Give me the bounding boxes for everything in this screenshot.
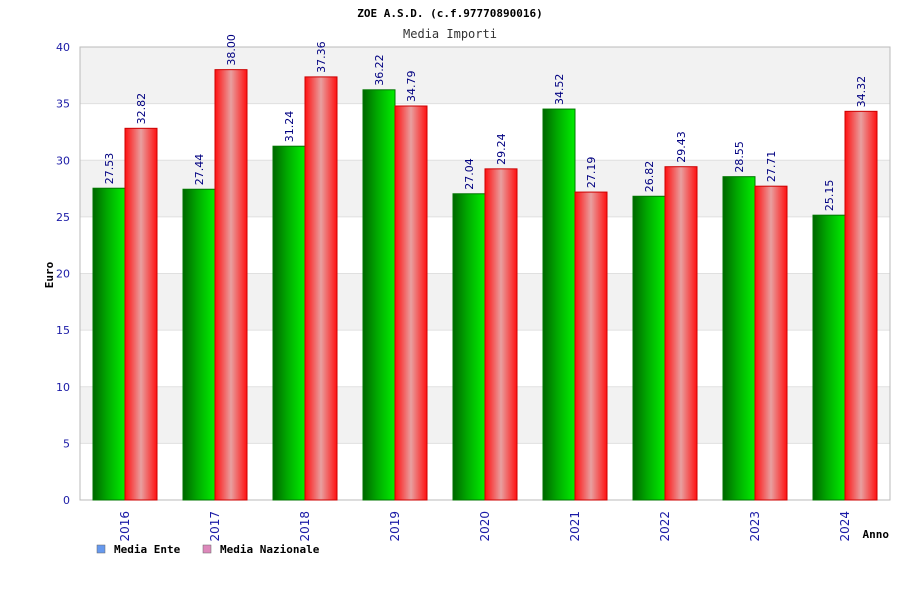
bar-media-ente-2017 <box>182 188 216 501</box>
plot-band <box>80 47 890 104</box>
x-tick-label: 2019 <box>388 511 402 542</box>
bar-media-ente-2016 <box>92 187 126 501</box>
bar-media-ente-2022 <box>632 195 666 501</box>
bar-media-ente-2024 <box>812 214 846 501</box>
data-label: 34.79 <box>405 71 418 103</box>
bar-media-nazionale-2021 <box>574 191 608 501</box>
data-label: 27.19 <box>585 157 598 189</box>
x-tick-label: 2024 <box>838 511 852 542</box>
data-label: 36.22 <box>373 54 386 86</box>
bar-media-nazionale-2022 <box>664 166 698 501</box>
y-axis-label: Euro <box>43 261 56 288</box>
x-tick-label: 2018 <box>298 511 312 542</box>
data-label: 34.32 <box>855 76 868 108</box>
data-label: 27.04 <box>463 158 476 190</box>
chart-title: ZOE A.S.D. (c.f.97770890016) <box>357 7 542 20</box>
data-label: 27.53 <box>103 153 116 185</box>
bar-media-nazionale-2019 <box>394 105 428 501</box>
bar-media-ente-2021 <box>542 108 576 501</box>
y-tick-label: 5 <box>63 437 70 450</box>
y-tick-label: 35 <box>56 98 70 111</box>
legend-swatch <box>96 544 106 554</box>
x-tick-label: 2016 <box>118 511 132 542</box>
x-tick-label: 2017 <box>208 511 222 542</box>
x-tick-label: 2022 <box>658 511 672 542</box>
data-label: 26.82 <box>643 161 656 193</box>
bar-media-nazionale-2017 <box>214 69 248 501</box>
y-tick-label: 25 <box>56 211 70 224</box>
bar-media-ente-2018 <box>272 145 306 501</box>
bar-media-ente-2020 <box>452 193 486 501</box>
x-tick-label: 2023 <box>748 511 762 542</box>
legend: Media Ente Media Nazionale <box>96 543 320 556</box>
y-tick-label: 40 <box>56 41 70 54</box>
data-label: 34.52 <box>553 74 566 106</box>
y-tick-label: 20 <box>56 268 70 281</box>
bar-media-nazionale-2016 <box>124 127 158 501</box>
x-axis: 2016 2017 2018 2019 2020 2021 2022 2023 2024 <box>118 511 852 542</box>
data-label: 28.55 <box>733 141 746 173</box>
bar-media-nazionale-2024 <box>844 110 878 501</box>
x-axis-label: Anno <box>863 528 890 541</box>
bar-media-nazionale-2020 <box>484 168 518 501</box>
y-axis: 0 5 10 15 20 25 30 35 40 <box>56 41 70 507</box>
data-label: 25.15 <box>823 180 836 212</box>
legend-label: Media Ente <box>114 543 181 556</box>
data-label: 37.36 <box>315 41 328 73</box>
bar-media-ente-2019 <box>362 89 396 501</box>
y-tick-label: 10 <box>56 381 70 394</box>
legend-swatch <box>202 544 212 554</box>
chart-subtitle: Media Importi <box>403 27 497 41</box>
data-label: 27.44 <box>193 154 206 186</box>
data-label: 29.24 <box>495 133 508 165</box>
bars: 27.53 32.82 27.44 38.00 31.24 37.36 36.22 34.79… <box>92 34 878 501</box>
x-tick-label: 2020 <box>478 511 492 542</box>
x-tick-label: 2021 <box>568 511 582 542</box>
y-tick-label: 30 <box>56 154 70 167</box>
y-tick-label: 0 <box>63 494 70 507</box>
bar-media-ente-2023 <box>722 176 756 501</box>
y-tick-label: 15 <box>56 324 70 337</box>
data-label: 31.24 <box>283 111 296 143</box>
legend-label: Media Nazionale <box>220 543 320 556</box>
data-label: 32.82 <box>135 93 148 125</box>
data-label: 27.71 <box>765 151 778 183</box>
bar-media-nazionale-2018 <box>304 76 338 501</box>
bar-media-nazionale-2023 <box>754 185 788 501</box>
data-label: 29.43 <box>675 131 688 163</box>
data-label: 38.00 <box>225 34 238 66</box>
